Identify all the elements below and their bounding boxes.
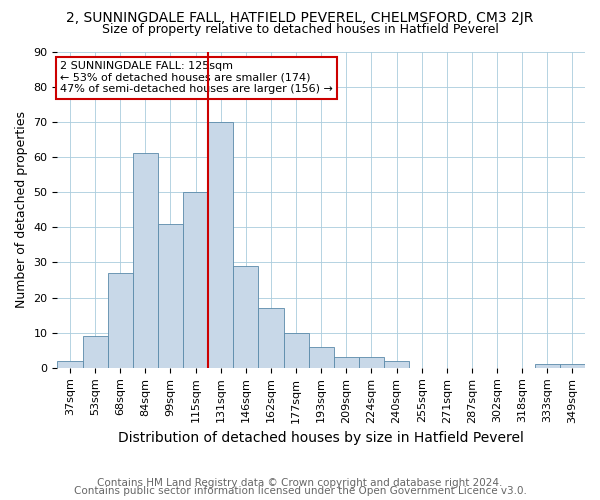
Bar: [560, 364, 585, 368]
Bar: [107, 273, 133, 368]
Bar: [208, 122, 233, 368]
Bar: [233, 266, 259, 368]
Text: 2 SUNNINGDALE FALL: 125sqm
← 53% of detached houses are smaller (174)
47% of sem: 2 SUNNINGDALE FALL: 125sqm ← 53% of deta…: [60, 61, 333, 94]
Text: Contains public sector information licensed under the Open Government Licence v3: Contains public sector information licen…: [74, 486, 526, 496]
Bar: [359, 358, 384, 368]
Text: Size of property relative to detached houses in Hatfield Peverel: Size of property relative to detached ho…: [101, 22, 499, 36]
Bar: [83, 336, 107, 368]
Bar: [284, 332, 308, 368]
Text: 2, SUNNINGDALE FALL, HATFIELD PEVEREL, CHELMSFORD, CM3 2JR: 2, SUNNINGDALE FALL, HATFIELD PEVEREL, C…: [67, 11, 533, 25]
Bar: [384, 361, 409, 368]
Bar: [334, 358, 359, 368]
X-axis label: Distribution of detached houses by size in Hatfield Peverel: Distribution of detached houses by size …: [118, 431, 524, 445]
Bar: [535, 364, 560, 368]
Text: Contains HM Land Registry data © Crown copyright and database right 2024.: Contains HM Land Registry data © Crown c…: [97, 478, 503, 488]
Bar: [308, 346, 334, 368]
Y-axis label: Number of detached properties: Number of detached properties: [15, 111, 28, 308]
Bar: [133, 154, 158, 368]
Bar: [58, 361, 83, 368]
Bar: [183, 192, 208, 368]
Bar: [259, 308, 284, 368]
Bar: [158, 224, 183, 368]
